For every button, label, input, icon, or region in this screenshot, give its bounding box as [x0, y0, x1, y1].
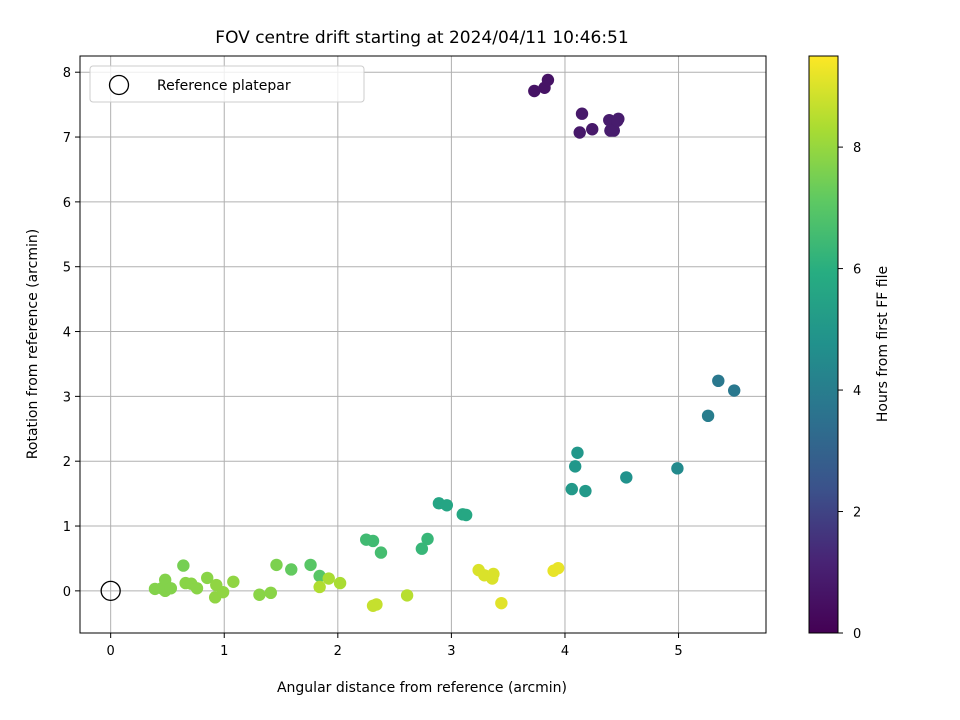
scatter-point	[611, 114, 624, 128]
y-tick-label: 6	[63, 196, 71, 211]
colorbar-tick-label: 4	[853, 384, 861, 399]
x-tick-label: 1	[220, 644, 228, 659]
scatter-point	[701, 409, 715, 423]
scatter-point	[177, 559, 190, 572]
scatter-point	[374, 546, 388, 559]
colorbar-ticks: 0 2 4 6 8	[838, 141, 861, 642]
scatter-point	[322, 572, 335, 585]
y-tick-label: 4	[63, 326, 71, 341]
scatter-point	[270, 558, 283, 572]
x-tick-label: 3	[447, 644, 455, 659]
y-tick-label: 8	[63, 66, 71, 81]
x-tick-label: 2	[334, 644, 342, 659]
scatter-point	[607, 124, 621, 137]
scatter-point	[575, 107, 589, 120]
scatter-point	[528, 84, 541, 98]
scatter-point	[227, 575, 240, 588]
legend-label: Reference platepar	[157, 78, 291, 94]
scatter-point	[304, 558, 317, 572]
chart-title: FOV centre drift starting at 2024/04/11 …	[215, 28, 628, 48]
x-tick-label: 4	[561, 644, 569, 659]
scatter-point	[285, 563, 298, 576]
x-axis-label: Angular distance from reference (arcmin)	[277, 680, 567, 696]
legend: Reference platepar	[89, 65, 365, 103]
y-axis-ticks: 0 1 2 3 4 5 6 7 8	[63, 66, 80, 600]
scatter-point	[568, 460, 582, 473]
scatter-point	[586, 123, 599, 136]
y-tick-label: 2	[63, 455, 71, 470]
scatter-point	[440, 499, 454, 512]
scatter-points	[100, 73, 741, 612]
scatter-point	[579, 484, 592, 498]
scatter-point	[620, 471, 633, 484]
colorbar-tick-label: 8	[853, 141, 861, 156]
y-tick-label: 7	[63, 131, 71, 146]
reference-platepar-marker	[100, 580, 121, 602]
scatter-point	[541, 73, 555, 87]
colorbar-tick-label: 2	[853, 506, 861, 521]
colorbar-label: Hours from first FF file	[875, 266, 891, 422]
legend-reference-marker	[108, 74, 130, 96]
scatter-point	[313, 580, 326, 594]
scatter-point	[264, 586, 278, 600]
scatter-point	[551, 561, 565, 575]
x-tick-label: 0	[107, 644, 115, 659]
scatter-point	[421, 532, 434, 546]
colorbar-tick-label: 6	[853, 263, 861, 278]
scatter-point	[671, 462, 684, 475]
y-tick-label: 1	[63, 520, 71, 535]
scatter-point	[216, 585, 230, 599]
scatter-point	[415, 542, 429, 555]
grid-lines	[80, 56, 766, 633]
plot-area-frame	[79, 55, 767, 634]
legend-box	[89, 65, 365, 103]
colorbar	[808, 55, 839, 634]
scatter-point	[571, 446, 584, 459]
scatter-point	[495, 596, 508, 610]
y-tick-label: 3	[63, 390, 71, 405]
colorbar-tick-label: 0	[853, 627, 861, 642]
scatter-point	[366, 534, 380, 548]
x-tick-label: 5	[674, 644, 682, 659]
scatter-point	[565, 482, 578, 496]
scatter-point	[370, 598, 383, 611]
scatter-point	[712, 374, 725, 388]
scatter-point	[573, 126, 586, 139]
scatter-point	[459, 508, 473, 522]
y-axis-label: Rotation from reference (arcmin)	[25, 229, 41, 459]
scatter-point	[201, 571, 214, 585]
x-axis-ticks: 0 1 2 3 4 5	[107, 633, 683, 659]
y-tick-label: 0	[63, 585, 71, 600]
scatter-point	[333, 576, 347, 590]
scatter-point	[400, 589, 414, 602]
scatter-point	[190, 582, 204, 595]
scatter-point	[727, 384, 741, 397]
scatter-point	[164, 582, 178, 595]
scatter-point	[253, 588, 266, 601]
scatter-point	[487, 567, 500, 581]
y-tick-label: 5	[63, 261, 71, 276]
